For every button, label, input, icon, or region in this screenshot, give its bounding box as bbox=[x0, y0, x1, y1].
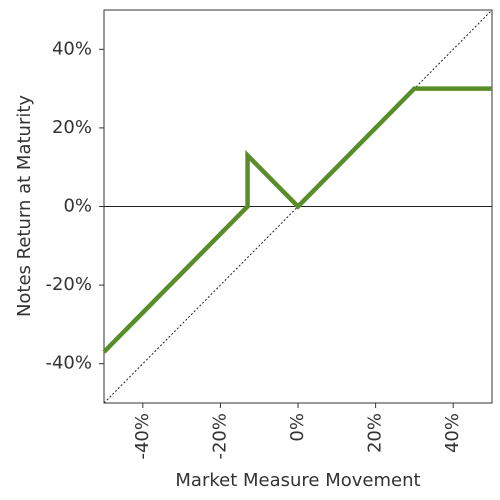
y-tick-label: -40% bbox=[45, 353, 92, 374]
x-tick-label: -40% bbox=[132, 413, 153, 460]
payoff-line bbox=[102, 86, 492, 354]
x-tick-label: 40% bbox=[442, 413, 463, 453]
x-axis-label: Market Measure Movement bbox=[175, 470, 420, 491]
y-tick-label: 0% bbox=[63, 196, 92, 217]
y-axis-label: Notes Return at Maturity bbox=[14, 95, 35, 317]
y-tick-label: 20% bbox=[52, 117, 92, 138]
x-tick-label: 0% bbox=[287, 413, 308, 442]
x-tick-label: 20% bbox=[365, 413, 386, 453]
x-tick-label: -20% bbox=[209, 413, 230, 460]
y-tick-label: -20% bbox=[45, 274, 92, 295]
y-tick-label: 40% bbox=[52, 38, 92, 59]
